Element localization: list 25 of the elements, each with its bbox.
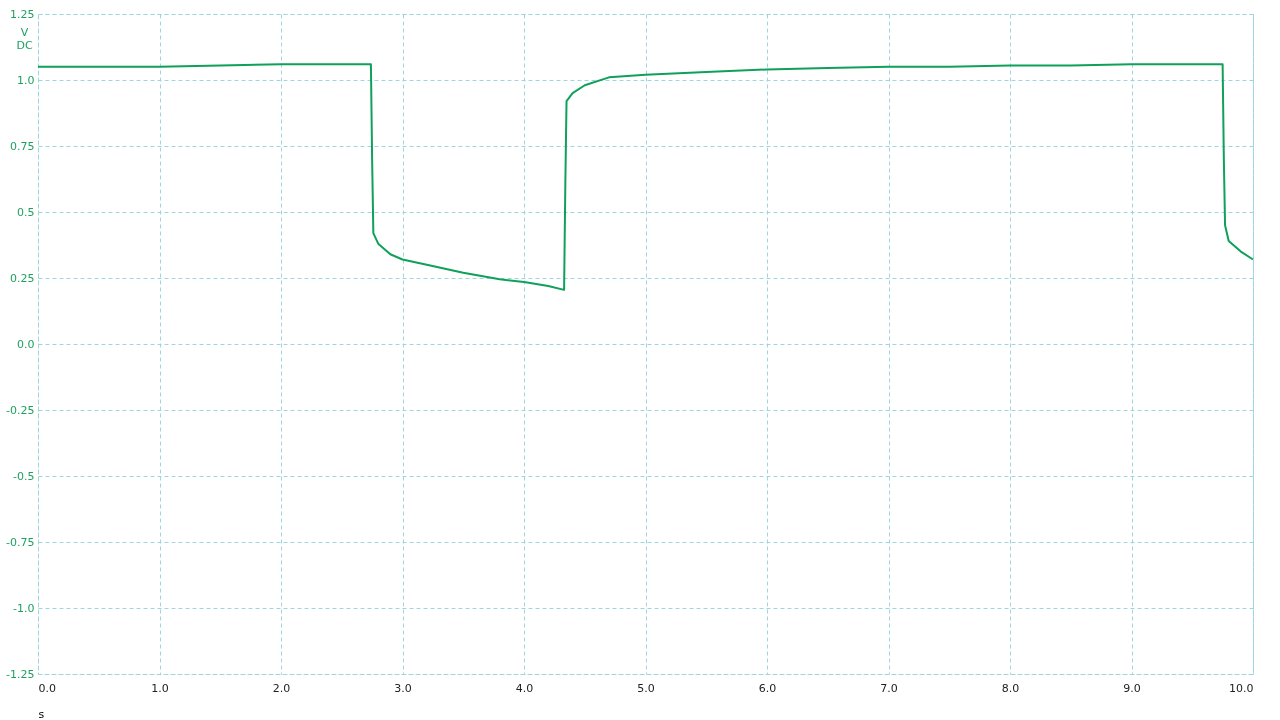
x-tick-label: 5.0	[637, 681, 655, 695]
x-tick-label: 9.0	[1123, 681, 1141, 695]
y-axis-title: V DC	[16, 25, 33, 52]
y-tick-label: -0.5	[13, 469, 35, 483]
y-tick-label: 0.0	[17, 337, 35, 351]
y-tick-label: -0.75	[6, 535, 35, 549]
y-tick-label: -1.0	[13, 601, 35, 615]
x-tick-label: 10.0	[1229, 681, 1254, 695]
x-tick-label: 4.0	[515, 681, 534, 695]
y-tick-label: -1.25	[6, 667, 35, 681]
y-tick-label: 0.25	[10, 271, 35, 285]
x-tick-label: 1.0	[151, 681, 169, 695]
y-tick-label: 1.25	[10, 7, 35, 21]
x-tick-label: 7.0	[880, 681, 898, 695]
y-tick-label: 1.0	[17, 73, 35, 87]
y-tick-label: 0.5	[17, 205, 35, 219]
x-axis-title: s	[38, 707, 45, 720]
y-tick-label: 0.75	[10, 139, 35, 153]
y-tick-label: -0.25	[6, 403, 35, 417]
x-tick-label: 3.0	[394, 681, 412, 695]
x-tick-label: 0.0	[38, 681, 56, 695]
x-tick-label: 2.0	[272, 681, 291, 695]
x-tick-label: 8.0	[1001, 681, 1020, 695]
line-series	[37, 63, 1254, 291]
x-tick-label: 6.0	[758, 681, 777, 695]
